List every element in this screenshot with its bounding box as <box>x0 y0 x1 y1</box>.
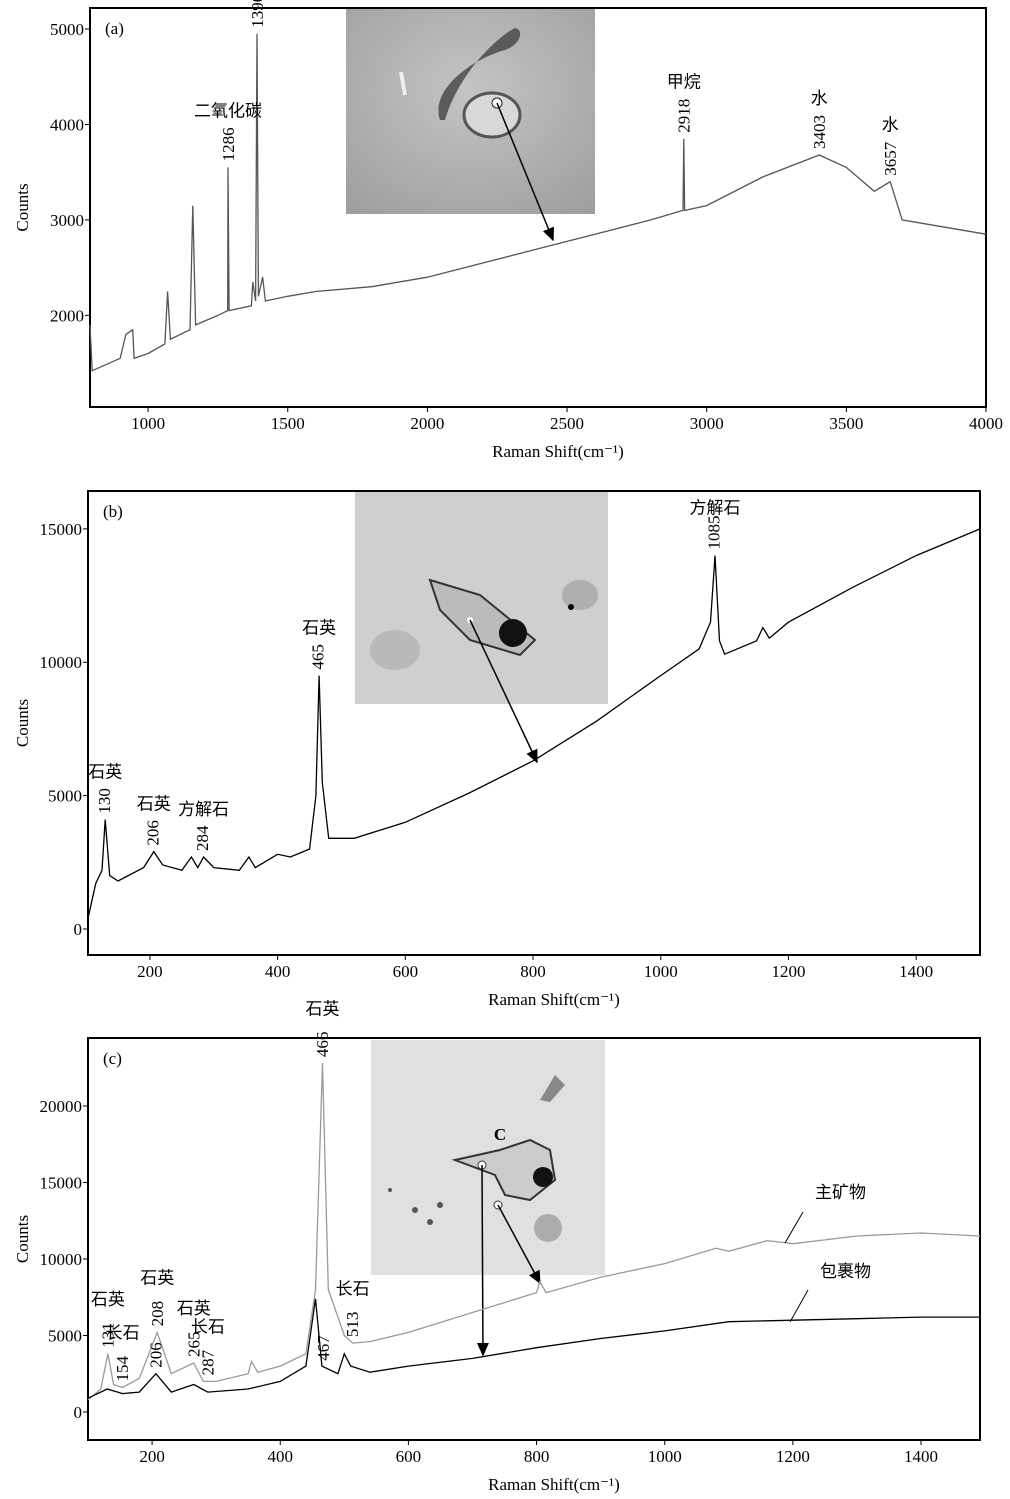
peak-number: 131 <box>98 1322 117 1348</box>
spectrum-line <box>87 1063 981 1401</box>
peak-label: 长石 <box>191 1318 225 1337</box>
x-axis-label: Raman Shift(cm⁻¹) <box>488 990 620 1009</box>
peak-label: 方解石 <box>690 499 741 518</box>
y-axis-label: Counts <box>13 699 32 747</box>
x-tick-label: 3000 <box>690 414 724 433</box>
x-tick-label: 600 <box>396 1447 422 1466</box>
peak-label: 水 <box>811 89 828 108</box>
peak-label: 长石 <box>336 1279 370 1298</box>
x-tick-label: 1200 <box>771 962 805 981</box>
x-tick-label: 800 <box>520 962 546 981</box>
x-tick-label: 2500 <box>550 414 584 433</box>
peak-number: 3657 <box>881 141 900 176</box>
legend-leader <box>789 1289 809 1323</box>
peak-label: 石英 <box>91 1290 125 1309</box>
peak-number: 3403 <box>810 115 829 149</box>
x-axis-label: Raman Shift(cm⁻¹) <box>492 442 624 461</box>
spectrum-line <box>89 33 987 372</box>
plot-frame <box>87 490 981 956</box>
x-tick-label: 1000 <box>644 962 678 981</box>
peak-label: 石英 <box>302 619 336 638</box>
legend-label: 包裹物 <box>820 1262 871 1281</box>
spectrum-line <box>87 1298 980 1399</box>
peak-label: 石英 <box>306 999 340 1018</box>
peak-number: 465 <box>309 644 328 670</box>
peak-number: 206 <box>147 1342 166 1368</box>
x-axis-label: Raman Shift(cm⁻¹) <box>488 1475 620 1494</box>
peak-number: 287 <box>198 1349 217 1375</box>
peak-label: 甲烷 <box>667 73 701 92</box>
peak-label: 石英 <box>140 1269 174 1288</box>
legend-leader <box>784 1211 804 1244</box>
peak-number: 1286 <box>219 127 238 161</box>
peak-label: 长石 <box>106 1324 140 1343</box>
x-tick-label: 4000 <box>969 414 1003 433</box>
legend-label: 主矿物 <box>815 1183 866 1202</box>
peak-label: 石英 <box>88 763 122 782</box>
peak-number: 265 <box>184 1332 203 1358</box>
plot-frame <box>87 1037 981 1441</box>
x-tick-label: 1000 <box>648 1447 682 1466</box>
peak-number: 208 <box>148 1301 167 1327</box>
y-tick-label: 15000 <box>40 520 83 539</box>
x-tick-label: 200 <box>139 1447 165 1466</box>
x-tick-label: 2000 <box>410 414 444 433</box>
peak-label: 二氧化碳 <box>194 101 262 120</box>
x-tick-label: 1000 <box>131 414 165 433</box>
micrograph-c <box>371 1040 605 1357</box>
y-tick-label: 10000 <box>40 653 83 672</box>
x-tick-label: 600 <box>393 962 419 981</box>
y-axis-label: Counts <box>13 1215 32 1263</box>
y-tick-label: 5000 <box>48 787 82 806</box>
peak-label: 方解石 <box>178 800 229 819</box>
peak-label: 石英 <box>177 1299 211 1318</box>
peak-label: 水 <box>882 116 899 135</box>
y-tick-label: 0 <box>74 1403 83 1422</box>
photo-label: C <box>494 1125 506 1144</box>
peak-number: 154 <box>113 1356 132 1382</box>
peak-label: 石英 <box>137 795 171 814</box>
x-tick-label: 200 <box>137 962 163 981</box>
y-tick-label: 20000 <box>40 1097 83 1116</box>
spectrum-line <box>87 528 981 919</box>
y-tick-label: 0 <box>74 920 83 939</box>
micrograph-b <box>355 491 608 764</box>
y-tick-label: 15000 <box>40 1173 83 1192</box>
peak-number: 130 <box>95 788 114 814</box>
plot-frame <box>89 7 987 408</box>
micrograph-a <box>346 8 595 242</box>
y-tick-label: 5000 <box>50 20 84 39</box>
y-tick-label: 4000 <box>50 115 84 134</box>
x-tick-label: 400 <box>267 1447 293 1466</box>
y-axis-label: Counts <box>13 183 32 231</box>
panel-label: (a) <box>105 19 124 38</box>
peak-number: 1390 <box>248 0 267 28</box>
x-tick-label: 400 <box>265 962 291 981</box>
y-tick-label: 3000 <box>50 211 84 230</box>
peak-number: 206 <box>143 820 162 846</box>
peak-number: 466 <box>313 1032 332 1058</box>
x-tick-label: 800 <box>524 1447 550 1466</box>
x-tick-label: 3500 <box>829 414 863 433</box>
peak-number: 2918 <box>675 99 694 133</box>
y-tick-label: 5000 <box>48 1326 82 1345</box>
y-tick-label: 10000 <box>40 1250 83 1269</box>
peak-number: 1085 <box>705 516 724 550</box>
peak-number: 467 <box>314 1335 333 1361</box>
peak-number: 513 <box>343 1312 362 1338</box>
panel-label: (b) <box>103 502 123 521</box>
x-tick-label: 1400 <box>899 962 933 981</box>
y-tick-label: 2000 <box>50 306 84 325</box>
x-tick-label: 1400 <box>904 1447 938 1466</box>
x-tick-label: 1200 <box>776 1447 810 1466</box>
x-tick-label: 1500 <box>271 414 305 433</box>
peak-number: 284 <box>193 825 212 851</box>
panel-label: (c) <box>103 1049 122 1068</box>
